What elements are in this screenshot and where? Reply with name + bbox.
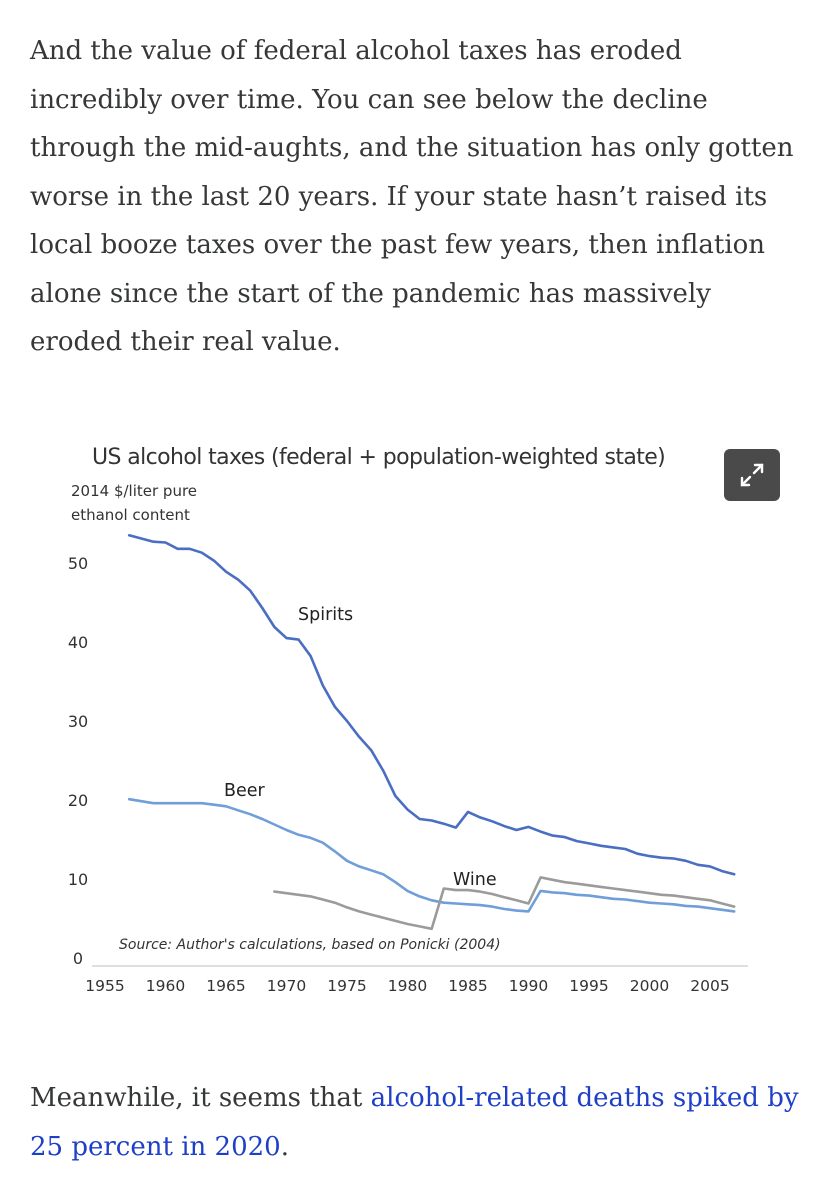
x-tick-label: 2005 <box>690 977 729 995</box>
x-tick-label: 1960 <box>146 977 185 995</box>
chart-figure: US alcohol taxes (federal + population-w… <box>0 420 831 1020</box>
x-tick-label: 1980 <box>388 977 427 995</box>
x-tick-label: 1975 <box>327 977 366 995</box>
chart-title: US alcohol taxes (federal + population-w… <box>92 445 665 470</box>
outro-prefix: Meanwhile, it seems that <box>30 1083 371 1113</box>
alcohol-deaths-link[interactable]: alcohol-related deaths spiked by 25 perc… <box>30 1083 799 1162</box>
expand-button[interactable] <box>724 449 780 501</box>
x-tick-label: 1965 <box>206 977 245 995</box>
chart-source-note: Source: Author's calculations, based on … <box>119 937 501 953</box>
line-chart: US alcohol taxes (federal + population-w… <box>68 445 748 995</box>
series-line-spirits <box>127 534 736 876</box>
x-tick-label: 1955 <box>85 977 124 995</box>
x-tick-label: 1990 <box>509 977 548 995</box>
expand-icon <box>740 463 764 487</box>
y-tick-label: 50 <box>68 554 88 573</box>
y-tick-label: 20 <box>68 791 88 810</box>
x-tick-label: 1995 <box>569 977 608 995</box>
x-tick-label: 1985 <box>448 977 487 995</box>
series-label-spirits: Spirits <box>298 605 353 625</box>
y-axis-label: 2014 $/liter pure <box>71 482 197 500</box>
y-tick-label: 40 <box>68 633 88 652</box>
series-label-wine: Wine <box>453 870 497 890</box>
y-tick-label: 0 <box>73 949 83 968</box>
intro-paragraph: And the value of federal alcohol taxes h… <box>30 36 794 357</box>
y-axis-label: ethanol content <box>71 506 190 524</box>
y-tick-label: 30 <box>68 712 88 731</box>
y-tick-label: 10 <box>68 870 88 889</box>
outro-suffix: . <box>280 1131 289 1162</box>
series-line-beer <box>127 797 736 913</box>
series-label-beer: Beer <box>224 781 266 801</box>
outro-paragraph: Meanwhile, it seems that alcohol-related… <box>30 1074 810 1171</box>
x-tick-label: 1970 <box>267 977 306 995</box>
x-tick-label: 2000 <box>630 977 669 995</box>
series-line-wine <box>273 876 736 931</box>
